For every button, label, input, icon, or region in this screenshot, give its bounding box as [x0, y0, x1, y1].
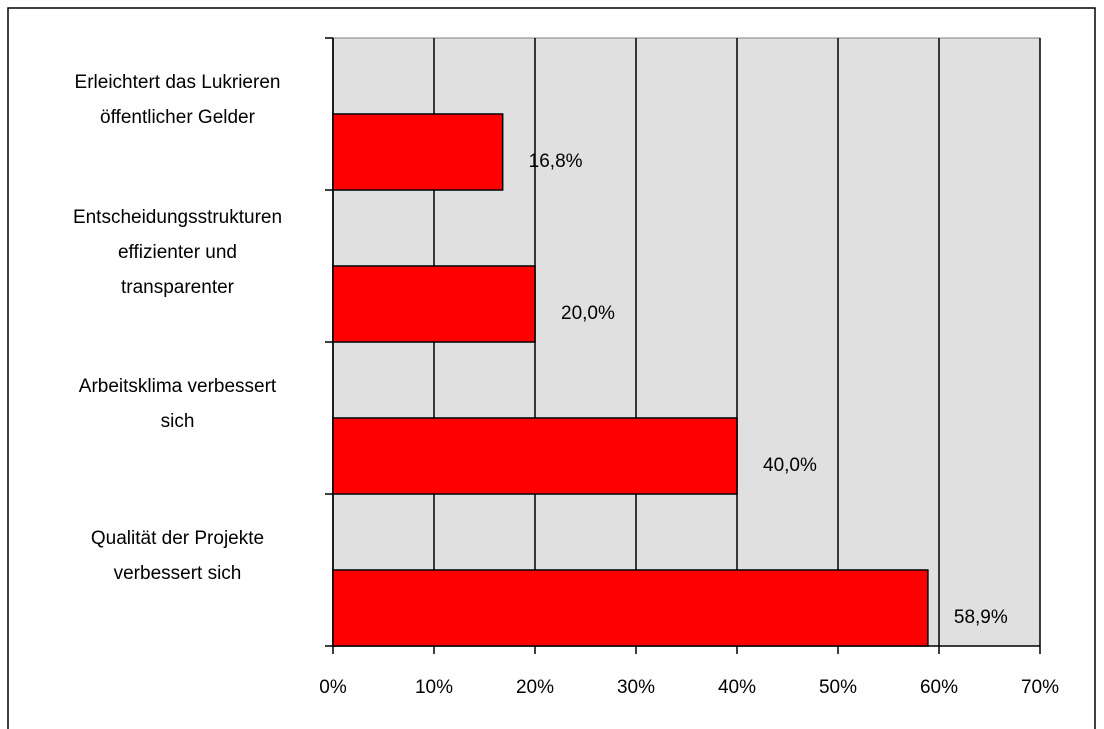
- category-label-box: Entscheidungsstrukturen effizienter und …: [72, 206, 283, 298]
- value-label: 58,9%: [954, 607, 1008, 628]
- bar: [332, 417, 738, 495]
- y-tick-label: Entscheidungsstrukturen effizienter und …: [72, 206, 283, 298]
- x-tick-label: 10%: [415, 677, 453, 698]
- y-tick-label: Qualität der Projekte verbessert sich: [90, 528, 265, 584]
- bar: [332, 265, 536, 343]
- y-tick-label: Erleichtert das Lukrieren öffentlicher G…: [74, 72, 281, 128]
- x-tick-label: 40%: [718, 677, 756, 698]
- bar: [332, 569, 929, 647]
- bar: [332, 113, 504, 191]
- x-tick-label: 0%: [319, 677, 347, 698]
- y-tick-label: Arbeitsklima verbessert sich: [78, 376, 277, 432]
- x-tick-label: 30%: [617, 677, 655, 698]
- x-tick-label: 60%: [920, 677, 958, 698]
- value-label: 16,8%: [529, 151, 583, 172]
- x-tick-label: 20%: [516, 677, 554, 698]
- value-label: 20,0%: [561, 303, 615, 324]
- category-label-box: Qualität der Projekte verbessert sich: [90, 528, 265, 584]
- category-label-box: Arbeitsklima verbessert sich: [78, 376, 277, 432]
- x-tick-label: 50%: [819, 677, 857, 698]
- category-label-box: Erleichtert das Lukrieren öffentlicher G…: [74, 72, 281, 128]
- value-label: 40,0%: [763, 455, 817, 476]
- x-tick-label: 70%: [1021, 677, 1059, 698]
